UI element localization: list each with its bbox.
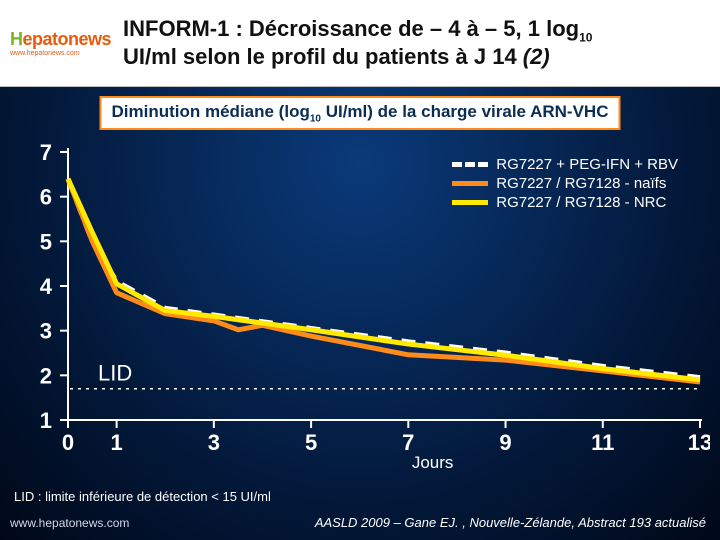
svg-text:13: 13 bbox=[688, 430, 710, 455]
svg-text:Jours: Jours bbox=[412, 453, 454, 470]
lid-note: LID : limite inférieure de détection < 1… bbox=[14, 489, 271, 504]
subtitle-post: UI/ml) de la charge virale ARN-VHC bbox=[321, 102, 609, 121]
watermark: www.hepatonews.com bbox=[10, 516, 129, 530]
chart-legend: RG7227 + PEG-IFN + RBV RG7227 / RG7128 - … bbox=[452, 156, 678, 213]
title-sub10: 10 bbox=[579, 30, 592, 44]
svg-text:4: 4 bbox=[40, 274, 53, 299]
svg-text:7: 7 bbox=[40, 140, 52, 165]
subtitle-pre: Diminution médiane (log bbox=[112, 102, 310, 121]
legend-row: RG7227 / RG7128 - naïfs bbox=[452, 175, 678, 192]
title-line1-pre: INFORM-1 : Décroissance de – 4 à – 5, 1 … bbox=[123, 16, 579, 41]
slide-title: INFORM-1 : Décroissance de – 4 à – 5, 1 … bbox=[111, 16, 710, 71]
svg-text:3: 3 bbox=[40, 319, 52, 344]
svg-text:7: 7 bbox=[402, 430, 414, 455]
credit-line: AASLD 2009 – Gane EJ. , Nouvelle-Zélande… bbox=[315, 515, 706, 530]
subtitle-box: Diminution médiane (log10 UI/ml) de la c… bbox=[100, 96, 621, 130]
legend-swatch bbox=[452, 200, 488, 205]
svg-text:11: 11 bbox=[591, 430, 614, 455]
title-line2b: (2) bbox=[523, 44, 550, 69]
logo: Hepatonews www.hepatonews.com bbox=[10, 29, 111, 57]
subtitle-sub: 10 bbox=[310, 113, 321, 124]
svg-text:1: 1 bbox=[110, 430, 122, 455]
svg-text:5: 5 bbox=[305, 430, 317, 455]
logo-subtext: www.hepatonews.com bbox=[10, 50, 80, 57]
svg-text:5: 5 bbox=[40, 229, 52, 254]
legend-label: RG7227 + PEG-IFN + RBV bbox=[496, 156, 678, 173]
svg-text:6: 6 bbox=[40, 185, 52, 210]
legend-row: RG7227 + PEG-IFN + RBV bbox=[452, 156, 678, 173]
svg-text:LID: LID bbox=[98, 361, 132, 386]
svg-text:9: 9 bbox=[499, 430, 511, 455]
legend-row: RG7227 / RG7128 - NRC bbox=[452, 194, 678, 211]
slide-header: Hepatonews www.hepatonews.com INFORM-1 :… bbox=[0, 0, 720, 86]
svg-text:3: 3 bbox=[208, 430, 220, 455]
legend-swatch bbox=[452, 181, 488, 186]
title-line2a: UI/ml selon le profil du patients à J 14 bbox=[123, 44, 523, 69]
svg-text:2: 2 bbox=[40, 363, 52, 388]
slide-root: Hepatonews www.hepatonews.com INFORM-1 :… bbox=[0, 0, 720, 540]
legend-label: RG7227 / RG7128 - NRC bbox=[496, 194, 666, 211]
legend-label: RG7227 / RG7128 - naïfs bbox=[496, 175, 666, 192]
legend-swatch bbox=[452, 162, 488, 167]
svg-text:1: 1 bbox=[40, 408, 52, 433]
svg-text:0: 0 bbox=[62, 430, 74, 455]
